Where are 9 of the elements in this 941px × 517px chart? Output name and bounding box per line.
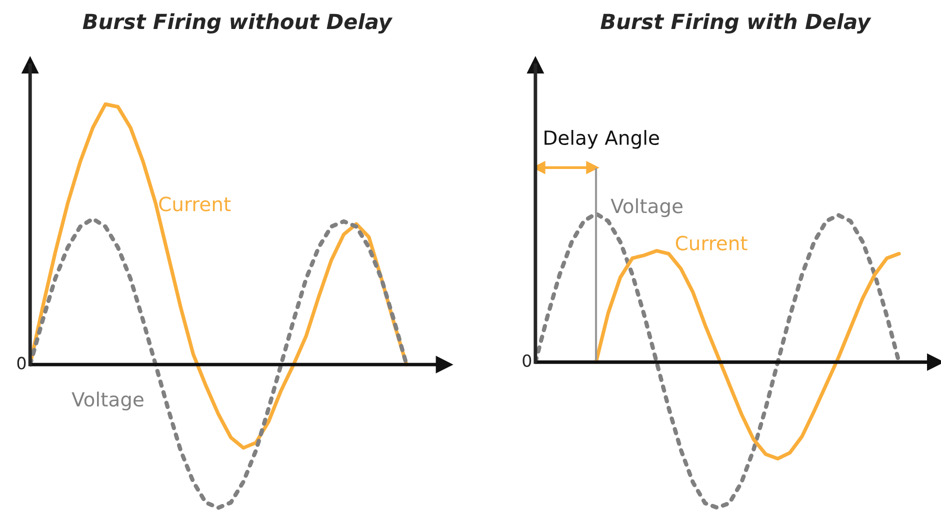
series-label: Voltage: [610, 198, 682, 218]
chart-title: Burst Firing with Delay: [600, 13, 872, 34]
chart-title: Burst Firing without Delay: [82, 13, 393, 34]
series-label: Voltage: [72, 392, 144, 410]
text: Delay Angle: [544, 130, 659, 149]
series-label: Current: [159, 196, 231, 212]
annotation: 0: [522, 354, 532, 367]
series-label: Current: [676, 236, 748, 250]
annotation: 0: [17, 356, 26, 370]
